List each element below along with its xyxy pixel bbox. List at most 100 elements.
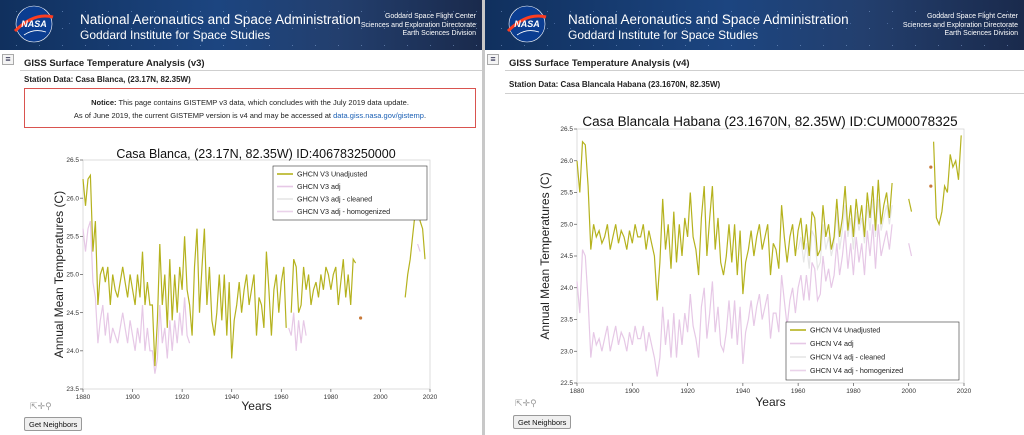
x-tick-label: 1940	[736, 388, 751, 395]
y-tick-label: 25.0	[560, 221, 573, 228]
y-tick-label: 25.5	[560, 190, 573, 197]
x-axis-label: Years	[241, 399, 271, 413]
x-tick-label: 2000	[901, 388, 916, 395]
divider-line	[505, 93, 1024, 94]
notice-box: Notice: This page contains GISTEMP v3 da…	[24, 88, 476, 128]
gistemp-link[interactable]: data.giss.nasa.gov/gistemp	[333, 111, 424, 120]
series-line	[576, 140, 893, 301]
y-tick-label: 23.5	[560, 317, 573, 324]
page-title: GISS Surface Temperature Analysis (v4)	[509, 58, 690, 69]
legend-label: GHCN V4 adj	[810, 339, 854, 348]
legend-label: GHCN V3 adj - homogenized	[297, 207, 390, 216]
institute-title: Goddard Institute for Space Studies	[80, 28, 271, 42]
series-line	[288, 312, 307, 351]
station-line: Station Data: Casa Blancala Habana (23.1…	[509, 80, 721, 89]
zoom-pan-tools[interactable]: ⇱✛⚲	[515, 398, 537, 408]
chart-title: Casa Blanca, (23.17N, 82.35W) ID:4067832…	[116, 147, 395, 161]
y-tick-label: 24.5	[560, 253, 573, 260]
legend-label: GHCN V4 Unadjusted	[810, 326, 880, 335]
center-line: Goddard Space Flight Center	[926, 13, 1018, 20]
center-line: Sciences and Exploration Directorate	[360, 21, 476, 29]
series-point	[929, 165, 933, 169]
x-tick-label: 2020	[957, 388, 972, 395]
notice-text: This page contains GISTEMP v3 data, whic…	[116, 98, 409, 107]
series-line	[290, 257, 357, 313]
divider-line	[20, 70, 482, 71]
menu-icon[interactable]: ≡	[487, 54, 499, 65]
center-line: Sciences and Exploration Directorate	[902, 21, 1018, 29]
chart-v3: Casa Blanca, (23.17N, 82.35W) ID:4067832…	[52, 147, 438, 413]
panel-divider	[482, 0, 485, 435]
y-tick-label: 25.5	[66, 234, 79, 241]
x-tick-label: 1980	[846, 388, 861, 395]
svg-text:NASA: NASA	[21, 19, 47, 29]
series-point	[359, 316, 363, 320]
header-banner: NASA National Aeronautics and Space Admi…	[0, 0, 482, 50]
y-tick-label: 23.5	[66, 386, 79, 393]
divider-line	[505, 70, 1024, 71]
series-line	[82, 220, 191, 374]
x-tick-label: 1960	[791, 388, 806, 395]
y-axis-label: Annual Mean Temperatures (C)	[52, 191, 66, 358]
x-tick-label: 1900	[125, 394, 140, 401]
agency-title: National Aeronautics and Space Administr…	[568, 12, 849, 27]
legend-box	[272, 165, 428, 221]
legend-label: GHCN V4 adj - homogenized	[810, 366, 903, 375]
get-neighbors-button[interactable]: Get Neighbors	[513, 415, 572, 429]
center-line: Earth Sciences Division	[402, 30, 476, 37]
x-tick-label: 1880	[76, 394, 91, 401]
x-tick-label: 1940	[224, 394, 239, 401]
notice-tail: .	[423, 111, 427, 120]
notice-label: Notice:	[91, 98, 117, 107]
center-lines: Goddard Space Flight Center Sciences and…	[903, 13, 1018, 39]
agency-title: National Aeronautics and Space Administr…	[80, 12, 361, 27]
chart-v4: Casa Blancala Habana (23.1670N, 82.35W) …	[538, 114, 972, 409]
panel-v3: NASA National Aeronautics and Space Admi…	[0, 0, 482, 435]
legend-label: GHCN V3 adj	[297, 182, 341, 191]
y-tick-label: 25.0	[66, 272, 79, 279]
zoom-pan-tools[interactable]: ⇱✛⚲	[30, 401, 52, 411]
x-tick-label: 1880	[570, 388, 585, 395]
get-neighbors-button[interactable]: Get Neighbors	[24, 417, 83, 431]
x-tick-label: 1980	[324, 394, 339, 401]
station-line: Station Data: Casa Blanca, (23.17N, 82.3…	[24, 75, 191, 84]
center-line: Goddard Space Flight Center	[384, 13, 476, 20]
legend-label: GHCN V4 adj - cleaned	[810, 353, 885, 362]
series-line	[82, 173, 287, 367]
series-line	[933, 135, 962, 227]
chart-title: Casa Blancala Habana (23.1670N, 82.35W) …	[582, 114, 957, 129]
series-line	[417, 243, 421, 252]
y-tick-label: 24.0	[66, 348, 79, 355]
banner-starfield	[485, 0, 1024, 50]
x-tick-label: 2020	[423, 394, 438, 401]
notice-text-2: As of June 2019, the current GISTEMP ver…	[73, 111, 334, 120]
y-tick-label: 26.5	[560, 126, 573, 133]
banner-starfield	[0, 0, 482, 50]
legend-label: GHCN V3 adj - cleaned	[297, 195, 372, 204]
svg-text:NASA: NASA	[514, 19, 540, 29]
page-title: GISS Surface Temperature Analysis (v3)	[24, 58, 205, 69]
header-banner: NASA National Aeronautics and Space Admi…	[485, 0, 1024, 50]
y-tick-label: 23.0	[560, 348, 573, 355]
x-tick-label: 1920	[680, 388, 695, 395]
nasa-logo[interactable]: NASA	[12, 4, 56, 44]
notice-line-1: Notice: This page contains GISTEMP v3 da…	[25, 96, 475, 109]
panel-v4: NASA National Aeronautics and Space Admi…	[485, 0, 1024, 435]
center-line: Earth Sciences Division	[944, 30, 1018, 37]
y-tick-label: 26.0	[66, 195, 79, 202]
nasa-logo[interactable]: NASA	[505, 4, 549, 44]
series-line	[908, 243, 913, 257]
menu-icon[interactable]: ≡	[2, 54, 14, 65]
y-tick-label: 24.0	[560, 285, 573, 292]
center-lines: Goddard Space Flight Center Sciences and…	[361, 13, 476, 39]
x-tick-label: 2000	[373, 394, 388, 401]
legend-label: GHCN V3 Unadjusted	[297, 170, 367, 179]
y-tick-label: 26.0	[560, 158, 573, 165]
x-tick-label: 1920	[175, 394, 190, 401]
y-axis-label: Annual Mean Temperatures (C)	[538, 172, 552, 339]
institute-title: Goddard Institute for Space Studies	[568, 28, 759, 42]
legend-box	[785, 321, 960, 381]
series-line	[908, 198, 913, 212]
y-tick-label: 22.5	[560, 380, 573, 387]
x-tick-label: 1900	[625, 388, 640, 395]
